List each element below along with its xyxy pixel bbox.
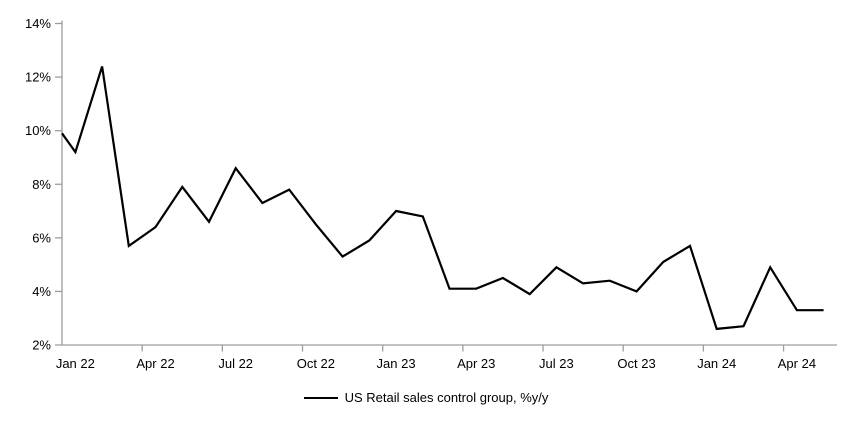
y-tick-label: 12% xyxy=(25,70,51,85)
y-tick-label: 4% xyxy=(32,284,51,299)
x-tick-label: Jul 23 xyxy=(539,356,574,371)
data-line-us-retail-sales-control-group xyxy=(61,66,824,331)
x-tick-label: Jan 24 xyxy=(697,356,736,371)
x-tick-label: Jan 23 xyxy=(377,356,416,371)
x-tick-label: Apr 23 xyxy=(457,356,495,371)
x-tick-label: Oct 22 xyxy=(297,356,335,371)
x-tick-label: Jan 22 xyxy=(56,356,95,371)
legend-label: US Retail sales control group, %y/y xyxy=(344,390,549,405)
legend-line-swatch xyxy=(303,396,338,399)
x-tick-label: Apr 24 xyxy=(778,356,816,371)
y-tick-label: 8% xyxy=(32,177,51,192)
x-tick-label: Jul 22 xyxy=(218,356,253,371)
y-tick-label: 14% xyxy=(25,16,51,31)
chart-legend: US Retail sales control group, %y/y xyxy=(0,390,852,405)
y-tick-label: 10% xyxy=(25,123,51,138)
y-tick-label: 2% xyxy=(32,338,51,353)
y-tick-label: 6% xyxy=(32,230,51,245)
x-tick-label: Apr 22 xyxy=(136,356,174,371)
x-tick-label: Oct 23 xyxy=(617,356,655,371)
